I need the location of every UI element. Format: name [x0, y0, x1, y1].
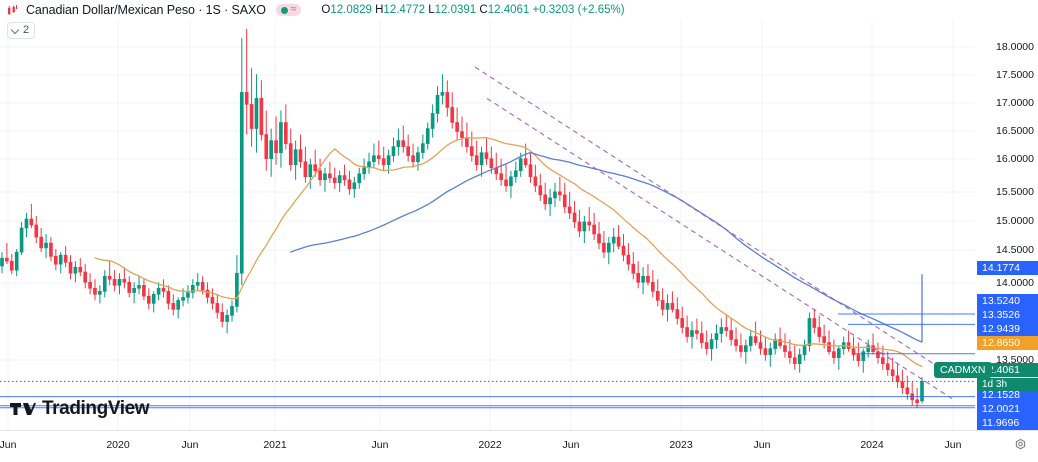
time-axis-tick: 2023	[669, 439, 693, 451]
price-level-badge[interactable]: 11.9696	[977, 416, 1038, 430]
ohlc-open-label: O	[321, 4, 331, 16]
price-level-badge[interactable]: 12.0021	[977, 402, 1038, 416]
time-axis-tick: 2022	[478, 439, 502, 451]
realtime-wave-icon: ≈	[290, 4, 297, 15]
ohlc-low-label: L	[428, 4, 435, 16]
price-level-badge[interactable]: 12.8650	[977, 336, 1038, 350]
price-level-badge[interactable]: 12.9439	[977, 322, 1038, 336]
chevron-down-icon	[12, 26, 20, 34]
price-axis-tick: 15.5000	[996, 186, 1034, 198]
tradingview-watermark: TradingView	[10, 398, 150, 420]
price-level-badge[interactable]: 14.1774	[977, 261, 1038, 275]
time-axis-tick: 2020	[106, 439, 130, 451]
price-axis[interactable]: 18.0000 17.5000 17.0000 16.5000 16.0000 15.50…	[975, 20, 1038, 430]
legend-collapse-button[interactable]: 2	[7, 22, 36, 39]
time-axis-tick: 2024	[860, 439, 884, 451]
ohlc-low-value: 12.0391	[434, 4, 477, 16]
chart-canvas[interactable]	[0, 20, 975, 430]
ohlc-close-value: 12.4061	[487, 4, 530, 16]
time-axis-tick: 2021	[263, 439, 287, 451]
symbol-price-tag: CADMXN	[934, 362, 992, 378]
chart-header: Canadian Dollar/Mexican Peso · 1S · SAXO…	[0, 0, 1038, 20]
price-axis-tick: 14.0000	[996, 277, 1034, 289]
ohlc-values: O12.0829 H12.4772 L12.0391 C12.4061 +0.3…	[321, 4, 624, 16]
price-axis-tick: 16.5000	[996, 125, 1034, 137]
time-axis-tick: Jun	[944, 439, 962, 451]
time-axis-tick: Jun	[562, 439, 580, 451]
price-axis-tick: 17.5000	[996, 69, 1034, 81]
ohlc-close-label: C	[479, 4, 488, 16]
symbol-title: Canadian Dollar/Mexican Peso · 1S · SAXO	[26, 3, 266, 17]
price-axis-tick: 17.0000	[996, 97, 1034, 109]
time-axis-tick: Jun	[371, 439, 389, 451]
market-open-dot	[280, 6, 288, 14]
bar-countdown: 1d 3h	[977, 378, 1038, 391]
gear-icon[interactable]	[1013, 438, 1028, 453]
time-axis-tick: Jun	[0, 439, 17, 451]
legend-count: 2	[23, 24, 30, 36]
market-status-pill[interactable]: ≈	[275, 4, 302, 16]
tradingview-wordmark: TradingView	[42, 398, 150, 419]
time-axis[interactable]: Jun 2020 Jun 2021 Jun 2022 Jun 2023 Jun 2024 Jun	[0, 430, 1038, 462]
price-level-badge[interactable]: 12.1528	[977, 388, 1038, 402]
price-level-badge[interactable]: 13.5240	[977, 294, 1038, 308]
price-axis-tick: 15.0000	[996, 215, 1034, 227]
ohlc-change: +0.3203 (+2.65%)	[532, 4, 625, 16]
ohlc-high-value: 12.4772	[383, 4, 425, 16]
price-chart	[0, 20, 975, 430]
ohlc-open-value: 12.0829	[330, 4, 372, 16]
price-level-badge[interactable]: 13.3526	[977, 308, 1038, 322]
price-axis-tick: 14.5000	[996, 244, 1034, 256]
tradingview-logo-icon	[10, 401, 36, 417]
ohlc-high-label: H	[375, 4, 384, 16]
price-axis-tick: 18.0000	[996, 41, 1034, 53]
price-axis-tick: 16.0000	[996, 153, 1034, 165]
candle-logo-icon	[6, 3, 20, 17]
time-axis-tick: Jun	[753, 439, 771, 451]
time-axis-tick: Jun	[181, 439, 199, 451]
